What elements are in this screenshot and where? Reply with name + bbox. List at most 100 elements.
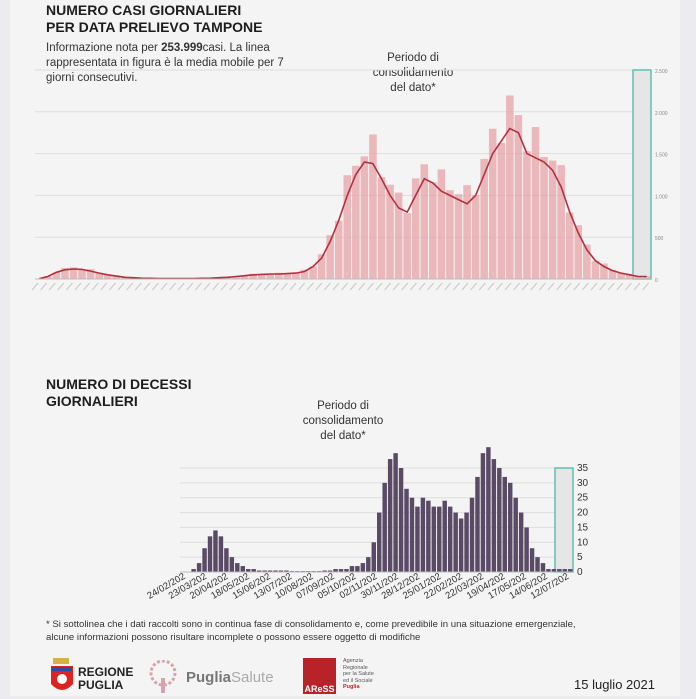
x-tick-mark xyxy=(213,283,219,290)
data-bar xyxy=(355,566,359,572)
x-tick-mark xyxy=(58,283,64,290)
x-tick-mark xyxy=(608,283,614,290)
x-tick-mark xyxy=(127,283,133,290)
data-bar xyxy=(530,548,534,572)
x-tick-mark xyxy=(548,283,554,290)
y-tick-label: 20 xyxy=(577,508,589,519)
y-tick-label: 10 xyxy=(577,537,589,548)
x-tick-mark xyxy=(565,283,571,290)
data-bar xyxy=(415,507,419,572)
x-tick-mark xyxy=(135,283,141,290)
x-tick-mark xyxy=(496,283,502,290)
data-bar xyxy=(421,498,425,572)
x-tick-mark xyxy=(453,283,459,290)
x-tick-mark xyxy=(333,283,339,290)
x-tick-mark xyxy=(445,283,451,290)
data-bar xyxy=(506,95,514,279)
data-bar xyxy=(429,182,437,279)
data-bar xyxy=(464,513,468,572)
data-bar xyxy=(382,483,386,572)
y-tick-label: 0 xyxy=(577,567,583,578)
data-bar xyxy=(592,261,600,279)
x-tick-mark xyxy=(178,283,184,290)
x-tick-mark xyxy=(264,283,270,290)
data-bar xyxy=(513,498,517,572)
x-tick-mark xyxy=(221,283,227,290)
x-tick-mark xyxy=(299,283,305,290)
data-bar xyxy=(421,164,429,279)
data-bar xyxy=(463,185,471,279)
data-bar xyxy=(393,453,397,572)
x-tick-mark xyxy=(118,283,124,290)
x-tick-mark xyxy=(625,283,631,290)
x-tick-mark xyxy=(462,283,468,290)
x-tick-mark xyxy=(195,283,201,290)
data-bar xyxy=(448,507,452,572)
x-tick-mark xyxy=(101,283,107,290)
x-tick-mark xyxy=(367,283,373,290)
puglia-salute-logo: PugliaSalute xyxy=(146,660,180,699)
x-tick-mark xyxy=(410,283,416,290)
x-tick-mark xyxy=(402,283,408,290)
y-tick-label: 15 xyxy=(577,522,589,533)
x-tick-mark xyxy=(204,283,210,290)
x-tick-mark xyxy=(539,283,545,290)
data-bar xyxy=(470,498,474,572)
y-tick-label: 2.500 xyxy=(655,69,668,75)
data-bar xyxy=(410,498,414,572)
x-tick-mark xyxy=(471,283,477,290)
data-bar xyxy=(437,507,441,572)
report-date: 15 luglio 2021 xyxy=(574,677,655,692)
x-tick-mark xyxy=(419,283,425,290)
data-bar xyxy=(202,548,206,572)
x-tick-mark xyxy=(505,283,511,290)
data-bar xyxy=(404,489,408,572)
x-tick-mark xyxy=(307,283,313,290)
y-tick-label: 2.000 xyxy=(655,111,668,117)
data-bar xyxy=(453,513,457,572)
data-bar xyxy=(566,213,574,279)
data-bar xyxy=(361,156,369,279)
data-bar xyxy=(372,542,376,572)
data-bar xyxy=(475,477,479,572)
data-bar xyxy=(532,127,540,279)
data-bar xyxy=(498,143,506,279)
footnote: * Si sottolinea che i dati raccolti sono… xyxy=(46,618,646,644)
x-tick-mark xyxy=(591,283,597,290)
data-bar xyxy=(361,563,365,572)
data-bar xyxy=(549,161,557,279)
x-tick-mark xyxy=(582,283,588,290)
data-bar xyxy=(412,178,420,279)
data-bar xyxy=(78,269,86,279)
x-tick-mark xyxy=(324,283,330,290)
data-bar xyxy=(378,177,386,279)
x-tick-mark xyxy=(92,283,98,290)
y-tick-label: 25 xyxy=(577,493,589,504)
data-bar xyxy=(540,157,548,279)
x-tick-mark xyxy=(479,283,485,290)
x-tick-mark xyxy=(617,283,623,290)
consolidation-period-box xyxy=(555,468,573,572)
data-bar xyxy=(497,468,501,572)
data-bar xyxy=(208,536,212,572)
data-bar xyxy=(459,519,463,572)
x-tick-mark xyxy=(522,283,528,290)
data-bar xyxy=(369,134,377,279)
x-tick-mark xyxy=(393,283,399,290)
data-bar xyxy=(492,459,496,572)
x-tick-mark xyxy=(84,283,90,290)
x-tick-mark xyxy=(359,283,365,290)
data-bar xyxy=(503,477,507,572)
x-tick-mark xyxy=(152,283,158,290)
data-bar xyxy=(481,453,485,572)
data-bar xyxy=(480,159,488,279)
data-bar xyxy=(213,530,217,572)
x-tick-mark xyxy=(376,283,382,290)
x-tick-mark xyxy=(75,283,81,290)
x-tick-mark xyxy=(643,283,649,290)
data-bar xyxy=(197,563,201,572)
y-tick-label: 30 xyxy=(577,478,589,489)
data-bar xyxy=(230,557,234,572)
x-tick-mark xyxy=(144,283,150,290)
